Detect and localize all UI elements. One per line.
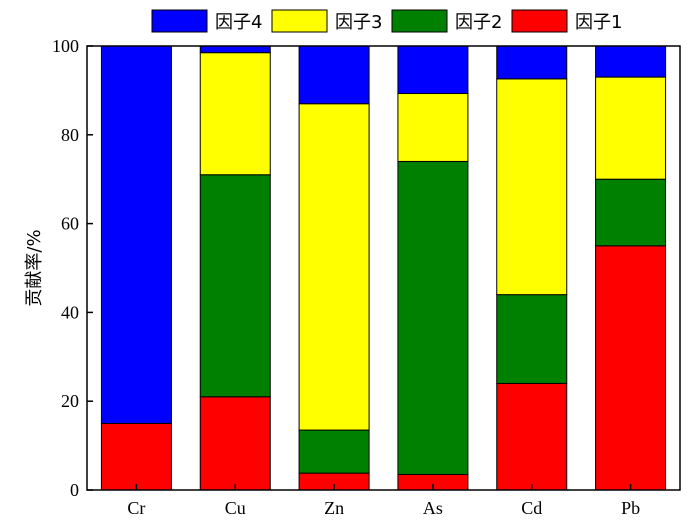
bar-cu-因子2 <box>199 174 271 398</box>
bar-zn-因子4 <box>298 45 370 105</box>
bars <box>100 45 667 491</box>
bar-as-因子4 <box>397 45 469 95</box>
x-tick-label: As <box>423 498 443 518</box>
x-tick-label: Cd <box>521 498 542 518</box>
bar-zn-因子3 <box>298 103 370 431</box>
legend-label: 因子3 <box>335 12 382 33</box>
legend-label: 因子1 <box>575 12 622 33</box>
legend-swatch <box>271 9 328 33</box>
bar-pb-因子4 <box>595 45 667 78</box>
x-tick-label: Cr <box>127 498 145 518</box>
y-tick-label: 60 <box>61 214 79 234</box>
legend-swatch <box>151 9 208 33</box>
y-tick-label: 40 <box>61 302 79 322</box>
legend-swatch <box>511 9 568 33</box>
bar-cu-因子1 <box>199 396 271 491</box>
bar-pb-因子1 <box>595 245 667 491</box>
y-tick-label: 80 <box>61 125 79 145</box>
bar-cd-因子4 <box>496 45 568 80</box>
y-tick-label: 0 <box>70 480 79 500</box>
bar-cr-因子1 <box>100 422 172 491</box>
bar-cr-因子4 <box>100 45 172 424</box>
bar-as-因子3 <box>397 93 469 162</box>
bar-cd-因子3 <box>496 78 568 296</box>
x-axis-ticks: Cr Cu Zn As Cd Pb <box>127 484 640 518</box>
y-tick-label: 100 <box>52 36 79 56</box>
bar-pb-因子2 <box>595 178 667 247</box>
x-tick-label: Pb <box>621 498 640 518</box>
bar-cu-因子3 <box>199 52 271 176</box>
legend-label: 因子2 <box>455 12 502 33</box>
plot-frame <box>86 45 681 491</box>
x-tick-label: Cu <box>225 498 246 518</box>
y-axis-title: 贡献率/% <box>24 229 45 306</box>
bar-pb-因子3 <box>595 76 667 180</box>
bar-as-因子2 <box>397 160 469 475</box>
bar-cu-因子4 <box>199 45 271 54</box>
y-tick-label: 20 <box>61 391 79 411</box>
bar-zn-因子2 <box>298 429 370 474</box>
x-tick-label: Zn <box>324 498 344 518</box>
legend-label: 因子4 <box>215 12 262 33</box>
y-axis-ticks: 0 20 40 60 80 100 <box>52 36 93 500</box>
bar-cd-因子2 <box>496 294 568 384</box>
legend: 因子4 因子3 因子2 因子1 <box>151 9 622 33</box>
bar-cd-因子1 <box>496 382 568 491</box>
legend-swatch <box>391 9 448 33</box>
